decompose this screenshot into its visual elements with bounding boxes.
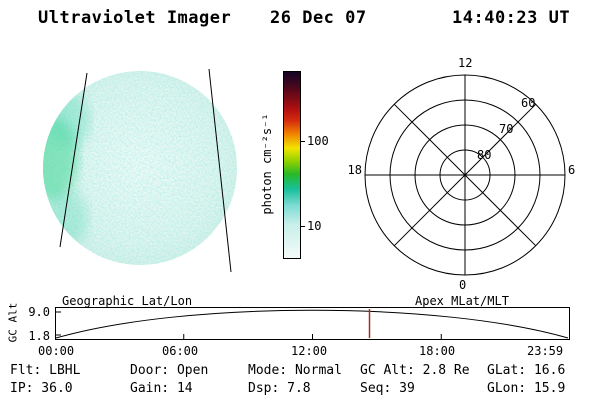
polar-lat-label-70: 70 — [499, 122, 514, 136]
status-ip: IP: 36.0 — [10, 381, 73, 396]
status-gain: Gain: 14 — [130, 381, 193, 396]
header-time: 14:40:23 UT — [452, 8, 571, 28]
timeline-plot — [55, 307, 570, 340]
meridian-line-left — [59, 72, 88, 248]
meridian-line-right — [208, 68, 232, 273]
status-door: Door: Open — [130, 363, 209, 378]
status-glat: GLat: 16.6 — [487, 363, 566, 378]
colorbar-unit-label: photon cm⁻²s⁻¹ — [260, 113, 274, 215]
altitude-curve — [55, 309, 569, 339]
timeline-box — [55, 307, 570, 340]
timeline-xtick-2359: 23:59 — [527, 344, 564, 358]
status-gcalt: GC Alt: 2.8 Re — [360, 363, 470, 378]
colorbar — [283, 71, 301, 259]
timeline-ytick-top: 9.0 — [28, 305, 50, 319]
polar-grid — [364, 74, 566, 276]
colorbar-tick-10-label: 10 — [307, 219, 322, 233]
status-mode: Mode: Normal — [248, 363, 342, 378]
polar-label-6: 6 — [568, 163, 576, 177]
polar-lat-label-60: 60 — [521, 96, 536, 110]
timeline-y-label: GC Alt — [6, 302, 20, 343]
timeline-axis-ticks — [56, 311, 442, 339]
polar-label-18: 18 — [347, 163, 362, 177]
timeline-xtick-1800: 18:00 — [419, 344, 456, 358]
polar-lat-label-80: 80 — [477, 148, 492, 162]
status-glon: GLon: 15.9 — [487, 381, 566, 396]
timeline-xtick-0600: 06:00 — [162, 344, 199, 358]
timeline-xtick-0000: 00:00 — [38, 344, 75, 358]
status-dsp: Dsp: 7.8 — [248, 381, 311, 396]
disk-speckle-texture — [43, 71, 237, 265]
page-title: Ultraviolet Imager — [38, 8, 232, 28]
colorbar-tick-100 — [300, 141, 305, 142]
colorbar-tick-100-label: 100 — [307, 134, 329, 148]
status-flt: Flt: LBHL — [10, 363, 81, 378]
header-date: 26 Dec 07 — [270, 8, 367, 28]
polar-plot — [364, 74, 566, 276]
uv-disk-image — [43, 68, 237, 273]
polar-label-0: 0 — [459, 278, 467, 292]
timeline-ytick-bottom: 1.8 — [28, 329, 50, 343]
timeline-right-title: Apex MLat/MLT — [415, 294, 509, 308]
status-seq: Seq: 39 — [360, 381, 415, 396]
polar-label-12: 12 — [458, 56, 473, 70]
timeline-left-title: Geographic Lat/Lon — [62, 294, 193, 308]
timeline-xtick-1200: 12:00 — [291, 344, 328, 358]
colorbar-tick-10 — [300, 226, 305, 227]
